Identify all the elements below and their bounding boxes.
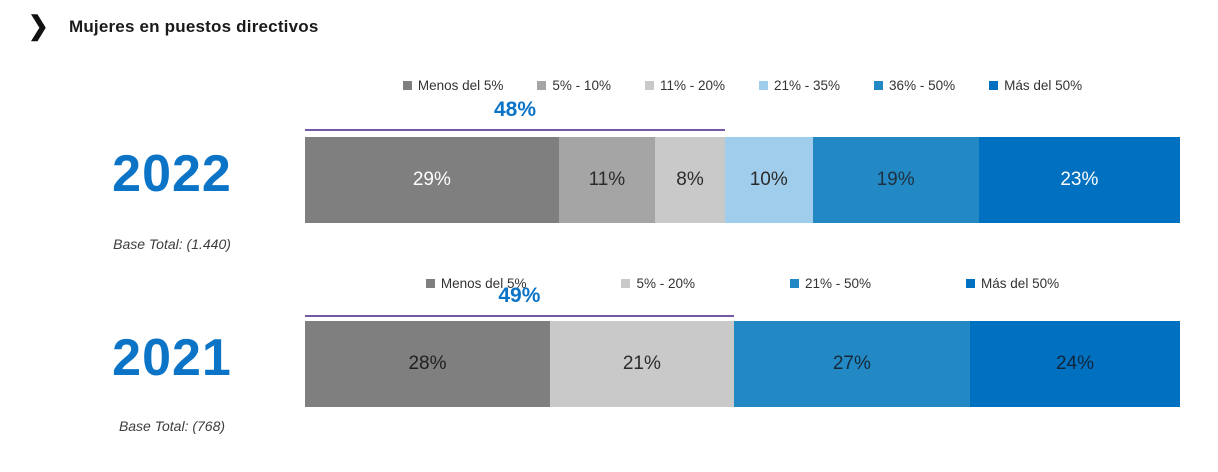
legend-label: 36% - 50% [889, 78, 956, 93]
legend-label: 11% - 20% [659, 78, 725, 93]
legend-swatch [621, 279, 631, 288]
legend-swatch [759, 81, 768, 90]
bar-segment: 10% [725, 137, 813, 223]
legend-swatch [966, 279, 976, 288]
legend-swatch [402, 81, 412, 90]
segment-value: 19% [876, 169, 915, 190]
segment-value: 28% [408, 353, 447, 374]
legend-swatch [425, 279, 435, 288]
segment-value: 27% [832, 353, 871, 374]
legend-item: Menos del 5% [402, 78, 504, 93]
year-label-2021: 2021 [112, 329, 232, 387]
legend-item: Más del 50% [966, 276, 1059, 291]
year-label-2022: 2022 [112, 145, 232, 203]
legend-2022: Menos del 5% 5% - 10% 11% - 20% 21% - 35% 36… [305, 78, 1180, 93]
bracket-label-2022: 48% [493, 98, 537, 121]
bar-segment: 28% [305, 321, 550, 407]
base-total-2021: Base Total: (768) [118, 418, 226, 434]
legend-item: 21% - 35% [759, 78, 840, 93]
legend-label: 5% - 20% [636, 276, 695, 291]
chart-header: ❯ Mujeres en puestos directivos [28, 11, 319, 41]
bracket-line-2021 [305, 315, 734, 317]
segment-value: 23% [1060, 169, 1099, 190]
legend-item: Menos del 5% [425, 276, 527, 291]
stacked-bar-2021: 28% 21% 27% 24% [305, 321, 1180, 407]
legend-item: 11% - 20% [644, 78, 725, 93]
segment-value: 8% [676, 169, 704, 190]
bar-segment: 21% [550, 321, 734, 407]
legend-label: Menos del 5% [440, 276, 527, 291]
bar-segment: 19% [812, 137, 979, 223]
segment-value: 29% [412, 169, 451, 190]
bar-segment: 11% [558, 137, 655, 223]
stacked-bar-2022: 29% 11% 8% 10% 19% 23% [305, 137, 1180, 223]
legend-swatch [790, 279, 799, 288]
bar-segment: 27% [733, 321, 970, 407]
legend-item: 36% - 50% [874, 78, 955, 93]
legend-swatch [989, 81, 999, 90]
legend-label: 5% - 10% [552, 78, 611, 93]
legend-label: 21% - 50% [805, 276, 872, 291]
legend-swatch [874, 81, 884, 90]
page-title: Mujeres en puestos directivos [68, 16, 319, 36]
bracket-line-2022 [305, 129, 725, 131]
bracket-label-2021: 49% [498, 284, 541, 307]
legend-item: 21% - 50% [790, 276, 871, 291]
legend-label: 21% - 35% [774, 78, 841, 93]
legend-2021: Menos del 5% 5% - 20% 21% - 50% Más del 50% [305, 276, 1180, 291]
base-total-2022: Base Total: (1.440) [113, 236, 231, 252]
legend-label: Menos del 5% [417, 78, 504, 93]
segment-value: 24% [1055, 353, 1095, 374]
legend-swatch [644, 81, 654, 90]
segment-value: 10% [749, 169, 788, 190]
legend-label: Más del 50% [981, 276, 1060, 291]
legend-item: 5% - 20% [621, 276, 695, 291]
bar-segment: 24% [970, 321, 1180, 407]
legend-label: Más del 50% [1004, 78, 1083, 93]
legend-item: 5% - 10% [537, 78, 611, 93]
bar-segment: 8% [655, 137, 725, 223]
legend-item: Más del 50% [989, 78, 1082, 93]
legend-swatch [537, 81, 547, 90]
segment-value: 21% [622, 353, 661, 374]
segment-value: 11% [588, 169, 626, 190]
bar-segment: 29% [305, 137, 559, 223]
bar-segment: 23% [978, 137, 1180, 223]
chevron-right-icon: ❯ [28, 11, 49, 41]
